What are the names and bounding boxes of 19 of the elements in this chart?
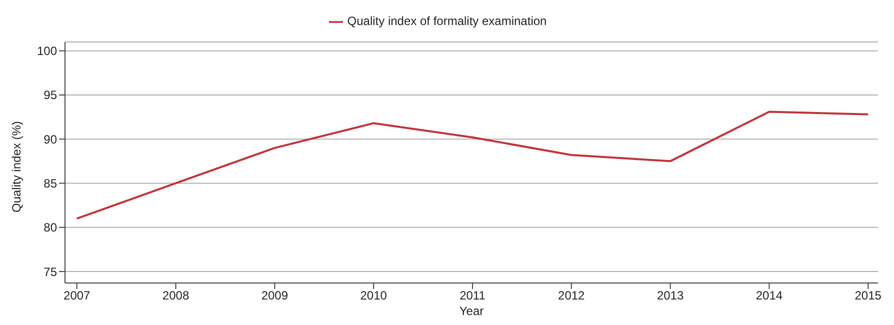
x-tick-label: 2009 — [261, 288, 288, 303]
y-tick-label: 100 — [36, 44, 58, 58]
y-tick-label: 75 — [44, 264, 58, 279]
x-tick-label: 2007 — [64, 288, 91, 303]
x-tick-label: 2011 — [460, 288, 486, 303]
legend-label: Quality index of formality examination — [347, 14, 547, 28]
x-axis-title: Year — [459, 304, 484, 318]
x-tick-label: 2015 — [854, 288, 882, 303]
x-tick-label: 2014 — [756, 288, 783, 303]
line-series — [76, 110, 870, 220]
x-tick-label: 2012 — [558, 288, 586, 303]
y-tick-label: 85 — [44, 176, 58, 191]
x-tick-label: 2010 — [360, 288, 388, 303]
y-axis-title: Quality index (%) — [9, 121, 24, 212]
x-tick-label: 2013 — [656, 288, 684, 303]
y-tick-label: 95 — [44, 88, 58, 102]
x-tick-label: 2008 — [162, 288, 190, 303]
y-tick-label: 80 — [44, 220, 58, 235]
y-tick-label: 90 — [44, 132, 58, 146]
